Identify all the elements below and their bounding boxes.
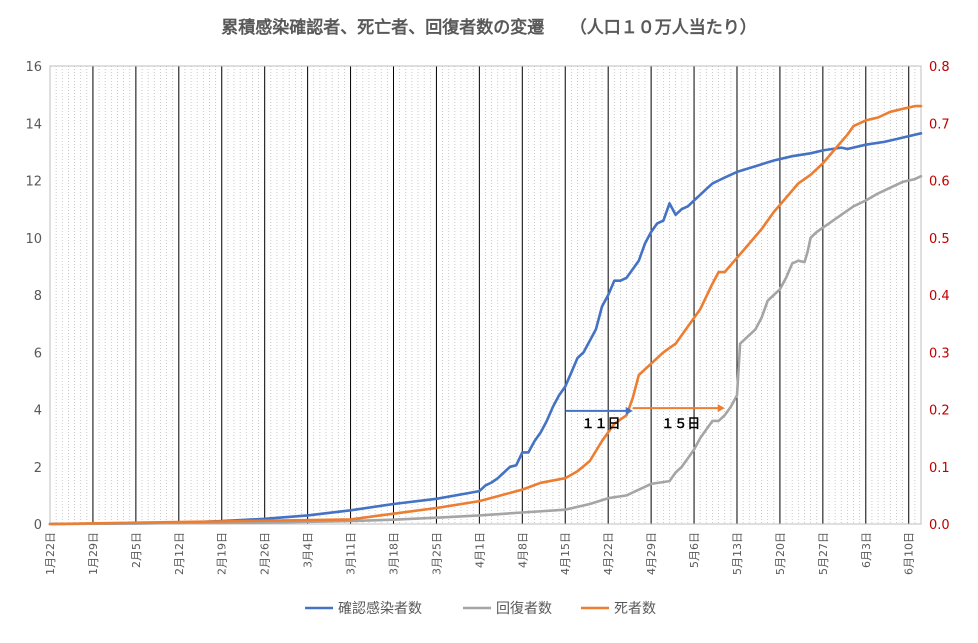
x-tick-label: 3月4日 bbox=[302, 532, 315, 568]
y-left-tick-label: 12 bbox=[25, 175, 42, 190]
x-tick-label: 2月26日 bbox=[259, 532, 272, 575]
y-right-tick-label: 0.3 bbox=[929, 346, 950, 361]
annotation-label: １５日 bbox=[661, 417, 700, 432]
x-tick-label: 3月18日 bbox=[387, 532, 400, 575]
y-left-tick-label: 6 bbox=[34, 346, 42, 361]
y-right-tick-label: 0.5 bbox=[929, 232, 950, 247]
x-tick-label: 3月11日 bbox=[345, 532, 358, 575]
y-left-tick-label: 14 bbox=[25, 117, 42, 132]
y-left-tick-label: 10 bbox=[25, 232, 42, 247]
x-tick-label: 4月15日 bbox=[559, 532, 572, 575]
minor-gridlines bbox=[55, 66, 916, 524]
x-tick-label: 5月13日 bbox=[731, 532, 744, 575]
y-axis-right: 0.0 0.1 0.2 0.3 0.4 0.5 0.6 0.7 0.8 bbox=[929, 60, 950, 533]
y-right-tick-label: 0.1 bbox=[929, 461, 950, 476]
y-right-tick-label: 0.0 bbox=[929, 518, 950, 533]
x-tick-label: 2月12日 bbox=[173, 532, 186, 575]
x-tick-label: 4月22日 bbox=[602, 532, 615, 575]
legend-label: 回復者数 bbox=[496, 600, 552, 617]
series-line-回復者数 bbox=[48, 174, 923, 526]
x-tick-label: 2月19日 bbox=[216, 532, 229, 575]
x-tick-label: 6月3日 bbox=[860, 532, 873, 568]
y-left-tick-label: 8 bbox=[34, 289, 42, 304]
x-tick-label: 1月29日 bbox=[87, 532, 100, 575]
x-tick-label: 5月6日 bbox=[688, 532, 701, 568]
y-right-tick-label: 0.8 bbox=[929, 60, 950, 75]
x-tick-label: 6月10日 bbox=[903, 532, 916, 575]
x-tick-label: 4月29日 bbox=[645, 532, 658, 575]
x-tick-label: 4月8日 bbox=[516, 532, 529, 568]
chart-title: 累積感染確認者、死亡者、回復者数の変遷 （人口１０万人当たり） bbox=[221, 17, 757, 38]
annotation-arrow-head bbox=[625, 406, 633, 415]
y-axis-left: 0 2 4 6 8 10 12 14 16 bbox=[25, 60, 42, 533]
plot-area-border bbox=[49, 65, 922, 525]
series-line-確認感染者数 bbox=[48, 132, 923, 526]
annotation-label: １１日 bbox=[581, 417, 620, 432]
y-left-tick-label: 4 bbox=[34, 404, 42, 419]
series-layer bbox=[48, 104, 923, 526]
x-tick-label: 3月25日 bbox=[430, 532, 443, 575]
x-tick-label: 4月1日 bbox=[473, 532, 486, 568]
legend-label: 確認感染者数 bbox=[338, 600, 422, 617]
legend-label: 死者数 bbox=[614, 601, 656, 617]
y-left-tick-label: 2 bbox=[34, 461, 42, 476]
x-axis: 1月22日 1月29日 2月5日 2月12日 2月19日 2月26日 3月4日 3月11日 3月… bbox=[44, 532, 916, 575]
y-left-tick-label: 16 bbox=[25, 60, 42, 75]
annotation-arrow-head bbox=[717, 404, 725, 413]
y-right-tick-label: 0.2 bbox=[929, 404, 950, 419]
x-tick-label: 1月22日 bbox=[44, 532, 57, 575]
y-right-tick-label: 0.4 bbox=[929, 289, 950, 304]
x-tick-label: 5月20日 bbox=[774, 532, 787, 575]
legend: 確認感染者数 回復者数 死者数 bbox=[305, 600, 656, 617]
y-right-tick-label: 0.7 bbox=[929, 117, 950, 132]
x-tick-label: 2月5日 bbox=[130, 532, 143, 568]
x-tick-label: 5月27日 bbox=[817, 532, 830, 575]
y-right-tick-label: 0.6 bbox=[929, 175, 950, 190]
annotation-layer: １１日 １５日 bbox=[565, 404, 725, 432]
series-line-死者数 bbox=[48, 104, 923, 526]
major-gridlines bbox=[50, 66, 921, 525]
y-left-tick-label: 0 bbox=[34, 518, 42, 533]
